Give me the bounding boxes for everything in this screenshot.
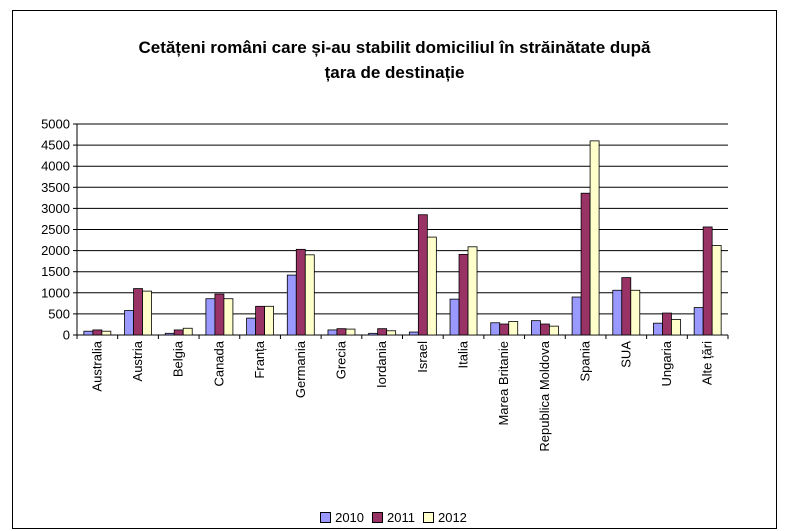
y-tick-label: 2000 <box>41 243 70 258</box>
y-tick-label: 3000 <box>41 201 70 216</box>
chart-title-line-1: Cetățeni români care și-au stabilit domi… <box>138 38 651 57</box>
bar <box>386 330 397 336</box>
bar <box>295 248 306 336</box>
bar <box>662 312 672 336</box>
bar <box>458 253 469 336</box>
bar <box>711 245 722 336</box>
x-tick-label: Franța <box>252 340 267 378</box>
bar <box>124 310 134 336</box>
bar <box>286 274 297 336</box>
bar <box>182 327 193 336</box>
legend-item: 2012 <box>422 510 467 525</box>
bar <box>345 328 356 336</box>
bar <box>693 307 704 336</box>
x-tick-label: Grecia <box>333 340 348 379</box>
x-tick-label: Spania <box>578 340 593 381</box>
bar <box>589 140 600 336</box>
legend-swatch <box>372 512 384 523</box>
bar <box>205 298 216 336</box>
legend-label: 2010 <box>335 510 365 525</box>
x-tick-label: SUA <box>618 341 633 368</box>
bar <box>426 236 437 336</box>
legend-item: 2010 <box>320 510 364 525</box>
x-tick-label: Alte țări <box>700 341 715 385</box>
bar <box>571 296 582 336</box>
bar <box>490 322 501 336</box>
x-tick-label: Israel <box>415 341 430 373</box>
bar <box>164 332 175 336</box>
x-tick-label: Canada <box>211 340 226 386</box>
bar <box>531 320 541 336</box>
y-tick-label: 0 <box>63 328 70 343</box>
bar <box>92 329 103 336</box>
x-tick-label: Republica Moldova <box>537 340 552 451</box>
x-tick-label: Italia <box>456 340 471 368</box>
bar <box>621 277 632 336</box>
bar <box>549 325 559 336</box>
bar <box>540 323 550 336</box>
bar <box>173 329 184 336</box>
y-tick-label: 1000 <box>41 285 70 300</box>
bar <box>304 254 315 336</box>
bar <box>499 323 510 336</box>
bar <box>417 214 428 336</box>
x-tick-label: Australia <box>89 340 104 391</box>
chart-title-line-2: țara de destinație <box>324 63 465 82</box>
x-tick-label: Belgia <box>171 340 186 377</box>
bar <box>580 192 591 336</box>
legend-label: 2011 <box>387 510 415 525</box>
legend-item: 2011 <box>372 510 415 525</box>
bar <box>214 293 225 336</box>
bar <box>449 298 460 336</box>
x-tick-label: Marea Britanie <box>496 341 511 426</box>
bar <box>368 332 379 336</box>
bar <box>246 317 256 336</box>
bar <box>133 288 143 336</box>
bar <box>612 289 623 336</box>
legend: 2010 2011 2012 <box>0 510 787 526</box>
x-tick-label: Ungaria <box>659 340 674 386</box>
bar <box>671 318 681 336</box>
y-tick-label: 4500 <box>41 138 70 153</box>
bar <box>702 226 713 336</box>
x-tick-label: Austria <box>130 340 145 381</box>
bar <box>630 289 641 336</box>
bar <box>408 331 419 336</box>
x-tick-label: Iordania <box>374 340 389 388</box>
y-tick-label: 5000 <box>41 117 70 132</box>
y-tick-label: 500 <box>48 306 70 321</box>
bar <box>508 321 519 336</box>
x-tick-label: Germania <box>293 340 308 398</box>
bar <box>101 330 112 336</box>
bar <box>467 246 478 336</box>
bar <box>653 322 663 336</box>
legend-swatch <box>422 512 434 523</box>
bar <box>83 330 94 336</box>
legend-label: 2012 <box>437 510 467 525</box>
y-tick-label: 3500 <box>41 180 70 195</box>
bar <box>142 290 152 336</box>
bar <box>377 328 388 336</box>
bar <box>223 298 234 336</box>
chart-title: Cetățeni români care și-au stabilit domi… <box>13 35 776 85</box>
legend-swatch <box>320 512 332 523</box>
chart-frame: Cetățeni români care și-au stabilit domi… <box>12 10 777 529</box>
bar <box>255 305 265 336</box>
y-tick-label: 1500 <box>41 264 70 279</box>
bar <box>327 329 338 336</box>
bar <box>336 328 347 336</box>
y-tick-label: 4000 <box>41 159 70 174</box>
y-tick-label: 2500 <box>41 222 70 237</box>
bar <box>264 305 274 336</box>
